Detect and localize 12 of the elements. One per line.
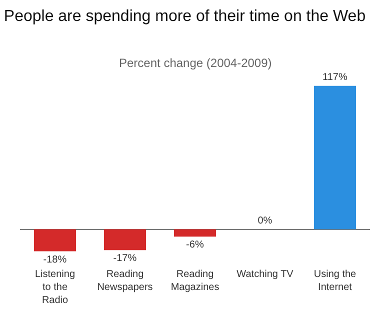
x-tick-label: Reading Magazines	[170, 269, 220, 293]
x-tick-label: Using the Internet	[314, 269, 357, 293]
data-label: 0%	[258, 215, 272, 226]
chart-subtitle: Percent change (2004-2009)	[119, 56, 272, 70]
data-label: -17%	[113, 253, 137, 264]
chart-title: People are spending more of their time on the Web	[4, 8, 366, 25]
x-tick-label: Reading Newspapers	[97, 269, 153, 293]
data-label: -6%	[186, 240, 204, 251]
x-tick-label: Listening to the Radio	[34, 269, 76, 306]
data-label: 117%	[322, 72, 348, 83]
data-label: -18%	[43, 254, 67, 266]
x-tick-label: Watching TV	[236, 269, 294, 280]
